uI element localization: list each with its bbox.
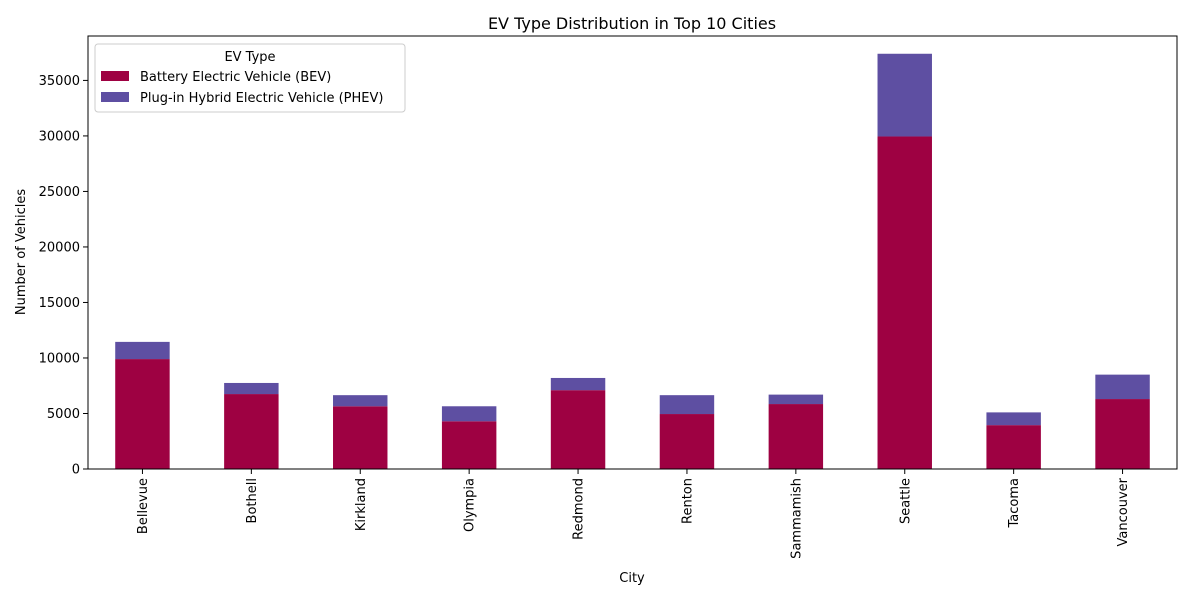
bar-olympia-bev bbox=[441, 421, 497, 469]
x-tick-label-renton: Renton bbox=[680, 478, 695, 524]
bar-tacoma-bev bbox=[986, 425, 1041, 469]
bar-tacoma-phev bbox=[986, 412, 1041, 426]
bar-sammamish-phev bbox=[768, 394, 824, 405]
bar-bellevue-phev bbox=[115, 341, 170, 360]
bar-bothell-bev bbox=[224, 394, 279, 469]
plot-frame bbox=[87, 35, 1178, 470]
chart-title: EV Type Distribution in Top 10 Cities bbox=[488, 14, 776, 33]
x-tick-label-sammamish: Sammamish bbox=[789, 478, 804, 559]
bar-renton-bev bbox=[659, 414, 715, 469]
y-tick-label: 0 bbox=[72, 463, 80, 478]
x-axis: Bellevue Bothell Kirkland Olympia Redmond Ren… bbox=[136, 469, 1131, 559]
bar-bothell-phev bbox=[224, 382, 279, 395]
bar-olympia-phev bbox=[441, 406, 497, 422]
x-tick-label-olympia: Olympia bbox=[463, 478, 478, 532]
bar-seattle-phev bbox=[877, 53, 932, 137]
x-tick-label-tacoma: Tacoma bbox=[1007, 478, 1022, 529]
y-tick-label: 5000 bbox=[47, 407, 80, 422]
bar-sammamish-bev bbox=[768, 404, 824, 469]
legend-swatch-phev bbox=[101, 92, 129, 102]
bars-layer bbox=[115, 53, 1150, 470]
legend-box bbox=[94, 43, 406, 113]
legend-label-bev: Battery Electric Vehicle (BEV) bbox=[140, 70, 331, 85]
bar-seattle-bev bbox=[877, 136, 932, 470]
x-tick-label-bellevue: Bellevue bbox=[136, 478, 151, 534]
y-tick-label: 25000 bbox=[39, 185, 80, 200]
legend-title: EV Type bbox=[224, 50, 275, 65]
x-tick-label-redmond: Redmond bbox=[572, 478, 587, 540]
x-tick-label-kirkland: Kirkland bbox=[354, 478, 369, 531]
y-axis: 0 5000 10000 15000 20000 25000 30000 35000 bbox=[39, 74, 88, 478]
y-axis-label: Number of Vehicles bbox=[14, 189, 29, 316]
bar-bellevue-bev bbox=[115, 359, 170, 469]
bar-kirkland-bev bbox=[333, 406, 388, 469]
x-tick-label-vancouver: Vancouver bbox=[1116, 477, 1131, 546]
x-tick-label-bothell: Bothell bbox=[245, 478, 260, 523]
y-tick-label: 20000 bbox=[39, 240, 80, 255]
bar-kirkland-phev bbox=[333, 395, 388, 407]
y-tick-label: 15000 bbox=[39, 296, 80, 311]
x-axis-label: City bbox=[619, 571, 645, 586]
y-tick-label: 10000 bbox=[39, 351, 80, 366]
bar-renton-phev bbox=[659, 395, 715, 415]
y-tick-label: 30000 bbox=[39, 129, 80, 144]
legend-label-phev: Plug-in Hybrid Electric Vehicle (PHEV) bbox=[140, 91, 383, 106]
bar-vancouver-phev bbox=[1095, 374, 1150, 400]
bar-redmond-phev bbox=[550, 377, 606, 391]
x-tick-label-seattle: Seattle bbox=[898, 478, 913, 524]
y-tick-label: 35000 bbox=[39, 74, 80, 89]
legend-swatch-bev bbox=[101, 71, 129, 81]
bar-redmond-bev bbox=[550, 390, 606, 469]
legend: EV Type Battery Electric Vehicle (BEV) P… bbox=[94, 43, 406, 113]
bar-vancouver-bev bbox=[1095, 399, 1150, 469]
